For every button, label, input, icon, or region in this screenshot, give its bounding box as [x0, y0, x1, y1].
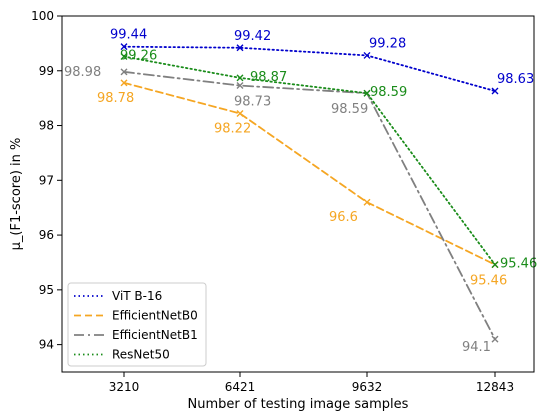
data-point-marker: [120, 53, 128, 61]
data-label: 99.42: [234, 29, 271, 44]
y-axis-title: μ_(F1-score) in %: [9, 138, 24, 251]
data-label: 99.26: [120, 49, 157, 64]
legend-label: ResNet50: [112, 348, 170, 362]
data-label: 95.46: [470, 274, 507, 289]
data-point-marker: [491, 335, 499, 343]
y-tick-label: 100: [31, 9, 54, 23]
x-tick-label: 12843: [476, 380, 514, 394]
y-tick-label: 99: [39, 64, 54, 78]
x-tick-label: 9632: [352, 380, 383, 394]
data-point-marker: [363, 51, 371, 59]
series-line-0: [123, 45, 496, 92]
series-line-3: [123, 55, 496, 266]
data-label: 98.59: [331, 102, 368, 117]
plot-frame: [61, 15, 535, 373]
y-tick-label: 95: [39, 283, 54, 297]
data-point-marker: [236, 74, 244, 82]
data-labels: 99.44 99.42 99.28 98.63 98.78 98.22 96.6 95.46 9…: [64, 28, 537, 355]
data-point-marker: [491, 261, 499, 269]
series-lines: [123, 45, 496, 341]
data-label: 98.22: [214, 121, 251, 136]
data-label: 98.59: [370, 85, 407, 100]
y-tick-label: 96: [39, 228, 54, 242]
data-label: 98.73: [234, 95, 271, 110]
legend-label: EfficientNetB0: [112, 309, 198, 323]
x-tick-label: 3210: [109, 380, 140, 394]
data-label: 94.1: [462, 340, 491, 355]
legend-label: EfficientNetB1: [112, 328, 198, 342]
data-point-marker: [120, 43, 128, 51]
series-line-2: [123, 70, 496, 341]
data-label: 99.44: [110, 28, 147, 43]
data-label: 98.87: [250, 70, 287, 85]
legend-box: [67, 282, 207, 367]
y-tick-label: 97: [39, 173, 54, 187]
data-label: 99.28: [369, 36, 406, 51]
data-point-marker: [236, 44, 244, 52]
data-point-marker: [363, 198, 371, 206]
data-label: 98.63: [497, 72, 534, 87]
data-point-marker: [120, 79, 128, 87]
data-point-marker: [236, 82, 244, 90]
data-point-marker: [120, 68, 128, 76]
x-tick-label: 6421: [225, 380, 256, 394]
y-tick-label: 98: [39, 119, 54, 133]
legend: ViT B-16 EfficientNetB0 EfficientNetB1 ResN…: [67, 282, 207, 367]
data-label: 98.78: [97, 91, 134, 106]
data-point-marker: [491, 87, 499, 95]
legend-label: ViT B-16: [112, 289, 162, 303]
data-point-marker: [363, 89, 371, 97]
data-point-marker: [236, 109, 244, 117]
data-label: 96.6: [329, 210, 358, 225]
data-label: 95.46: [500, 257, 537, 272]
series-line-1: [123, 81, 496, 266]
y-tick-label: 94: [39, 338, 54, 352]
x-axis-ticks: 3210 6421 9632 12843: [109, 372, 514, 394]
data-label: 98.98: [64, 65, 101, 80]
x-axis-title: Number of testing image samples: [188, 397, 409, 412]
series-markers: [120, 43, 499, 343]
y-axis-ticks: 94 95 96 97 98 99 100: [31, 9, 62, 352]
